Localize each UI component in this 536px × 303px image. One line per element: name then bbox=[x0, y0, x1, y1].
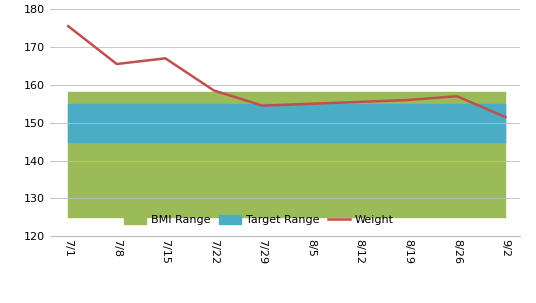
Legend: BMI Range, Target Range, Weight: BMI Range, Target Range, Weight bbox=[121, 211, 397, 228]
